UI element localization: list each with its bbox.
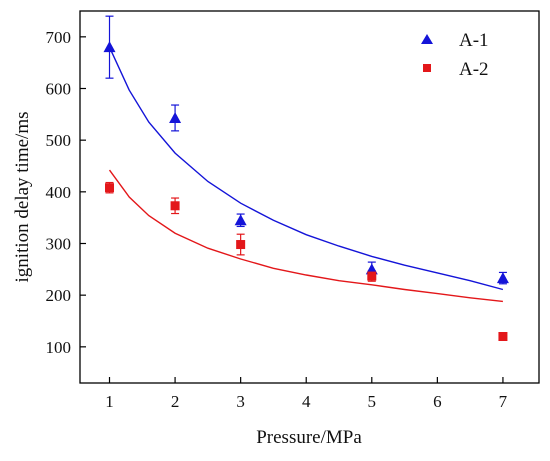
y-tick-label: 700 [46, 28, 72, 47]
y-tick-label: 600 [46, 80, 72, 99]
data-point-a2 [367, 271, 377, 281]
legend-marker-a2 [423, 64, 431, 72]
y-tick-label: 300 [46, 235, 72, 254]
legend-label-a1: A-1 [459, 30, 489, 51]
y-tick-label: 400 [46, 183, 72, 202]
x-tick-label: 6 [433, 392, 442, 411]
data-point-a2 [236, 240, 246, 250]
data-points [103, 41, 509, 341]
x-tick-label: 2 [171, 392, 180, 411]
error-bars [105, 15, 507, 339]
plot-frame [79, 10, 540, 384]
data-point-a1 [234, 214, 247, 226]
x-tick-label: 7 [499, 392, 508, 411]
data-point-a2 [498, 332, 508, 341]
y-tick-label: 100 [46, 338, 72, 357]
data-point-a2 [105, 183, 115, 193]
legend-marker-a1 [421, 34, 433, 44]
y-tick-label: 500 [46, 131, 72, 150]
y-axis-title: ignition delay time/ms [12, 112, 33, 283]
data-point-a1 [103, 41, 116, 53]
fit-curve-a1 [108, 46, 504, 291]
x-tick-label: 5 [368, 392, 377, 411]
legend: A-1 A-2 [421, 30, 489, 80]
x-axis-title: Pressure/MPa [256, 427, 362, 448]
data-point-a1 [496, 272, 509, 284]
x-tick-label: 1 [105, 392, 114, 411]
fit-curves [108, 46, 504, 303]
x-axis-ticks: 1 2 3 4 5 6 7 [105, 377, 508, 411]
x-tick-label: 4 [302, 392, 311, 411]
y-tick-label: 200 [46, 286, 72, 305]
fit-curve-a2 [108, 169, 503, 303]
y-axis-ticks: 100 200 300 400 500 600 700 [46, 28, 86, 357]
data-point-a2 [170, 201, 180, 211]
legend-label-a2: A-2 [459, 59, 489, 80]
x-tick-label: 3 [236, 392, 245, 411]
data-point-a1 [169, 111, 182, 123]
